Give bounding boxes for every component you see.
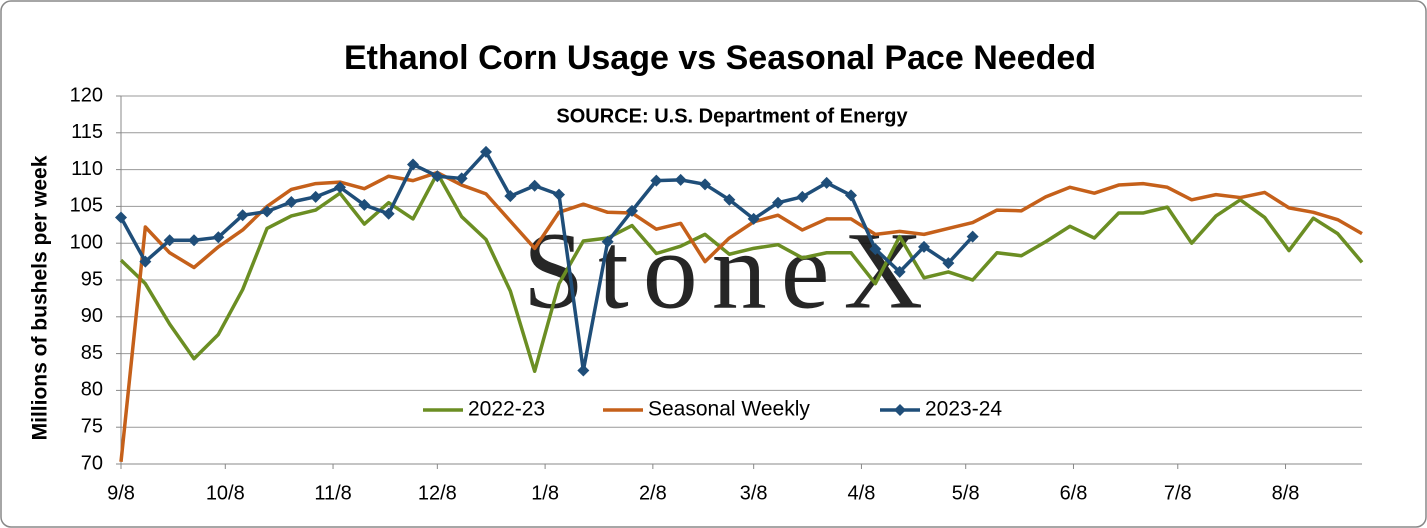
y-tick-label: 95 bbox=[81, 268, 103, 290]
x-tick-label: 5/8 bbox=[952, 482, 980, 504]
data-point bbox=[309, 190, 322, 203]
data-point bbox=[747, 212, 760, 225]
x-tick-label: 11/8 bbox=[314, 482, 351, 504]
x-tick-label: 7/8 bbox=[1164, 482, 1192, 504]
x-tick-label: 3/8 bbox=[740, 482, 768, 504]
x-tick-label: 4/8 bbox=[848, 482, 876, 504]
x-tick-label: 6/8 bbox=[1060, 482, 1088, 504]
data-point bbox=[188, 234, 200, 247]
y-tick-label: 100 bbox=[70, 231, 103, 253]
data-point bbox=[650, 174, 663, 187]
data-point bbox=[115, 211, 127, 224]
x-tick-label: 10/8 bbox=[206, 482, 245, 504]
data-point bbox=[674, 173, 687, 186]
data-point bbox=[504, 190, 517, 203]
y-tick-label: 115 bbox=[71, 121, 103, 143]
data-point bbox=[236, 209, 249, 222]
watermark: StoneX bbox=[523, 209, 937, 331]
data-point bbox=[285, 195, 298, 208]
data-point bbox=[723, 193, 736, 206]
data-point bbox=[163, 234, 176, 247]
data-point bbox=[139, 255, 152, 268]
y-tick-label: 70 bbox=[81, 452, 103, 474]
subtitle: SOURCE: U.S. Department of Energy bbox=[556, 105, 908, 127]
y-axis-label: Millions of bushels per week bbox=[29, 155, 52, 440]
y-tick-label: 75 bbox=[81, 415, 103, 437]
legend-label: 2022-23 bbox=[468, 398, 545, 421]
data-point bbox=[407, 158, 419, 171]
x-tick-label: 12/8 bbox=[418, 482, 457, 504]
data-point bbox=[845, 189, 857, 202]
data-point bbox=[553, 188, 565, 201]
y-tick-label: 105 bbox=[70, 195, 103, 217]
series-line bbox=[119, 170, 1363, 462]
data-point bbox=[796, 190, 809, 203]
data-point bbox=[942, 257, 955, 270]
x-tick-label: 8/8 bbox=[1272, 482, 1300, 504]
data-point bbox=[261, 205, 273, 218]
data-point bbox=[334, 181, 346, 194]
x-tick-label: 1/8 bbox=[531, 482, 559, 504]
chart-title: Ethanol Corn Usage vs Seasonal Pace Need… bbox=[344, 39, 1096, 77]
data-point bbox=[918, 240, 930, 253]
y-tick-label: 80 bbox=[81, 379, 103, 401]
data-point bbox=[820, 176, 833, 189]
data-point bbox=[528, 179, 541, 192]
data-point bbox=[382, 207, 395, 220]
data-point bbox=[601, 235, 614, 248]
legend-marker bbox=[894, 404, 906, 416]
data-point bbox=[455, 172, 468, 185]
data-point bbox=[212, 231, 225, 244]
series-line bbox=[119, 171, 1364, 374]
y-tick-label: 90 bbox=[81, 305, 103, 327]
data-point bbox=[699, 178, 711, 191]
data-point bbox=[626, 204, 638, 217]
data-point bbox=[893, 265, 906, 278]
legend-label: Seasonal Weekly bbox=[648, 398, 810, 421]
x-tick-label: 2/8 bbox=[639, 482, 667, 504]
x-tick-label: 9/8 bbox=[107, 482, 135, 504]
legend-label: 2023-24 bbox=[925, 398, 1002, 421]
data-point bbox=[431, 170, 444, 183]
y-tick-label: 85 bbox=[81, 342, 103, 364]
data-point bbox=[966, 230, 979, 243]
data-point bbox=[480, 145, 492, 158]
data-point bbox=[358, 198, 371, 211]
y-tick-label: 120 bbox=[70, 84, 103, 106]
data-point bbox=[869, 243, 882, 256]
data-point bbox=[772, 196, 784, 209]
data-point bbox=[577, 364, 590, 377]
y-tick-label: 110 bbox=[71, 158, 103, 180]
